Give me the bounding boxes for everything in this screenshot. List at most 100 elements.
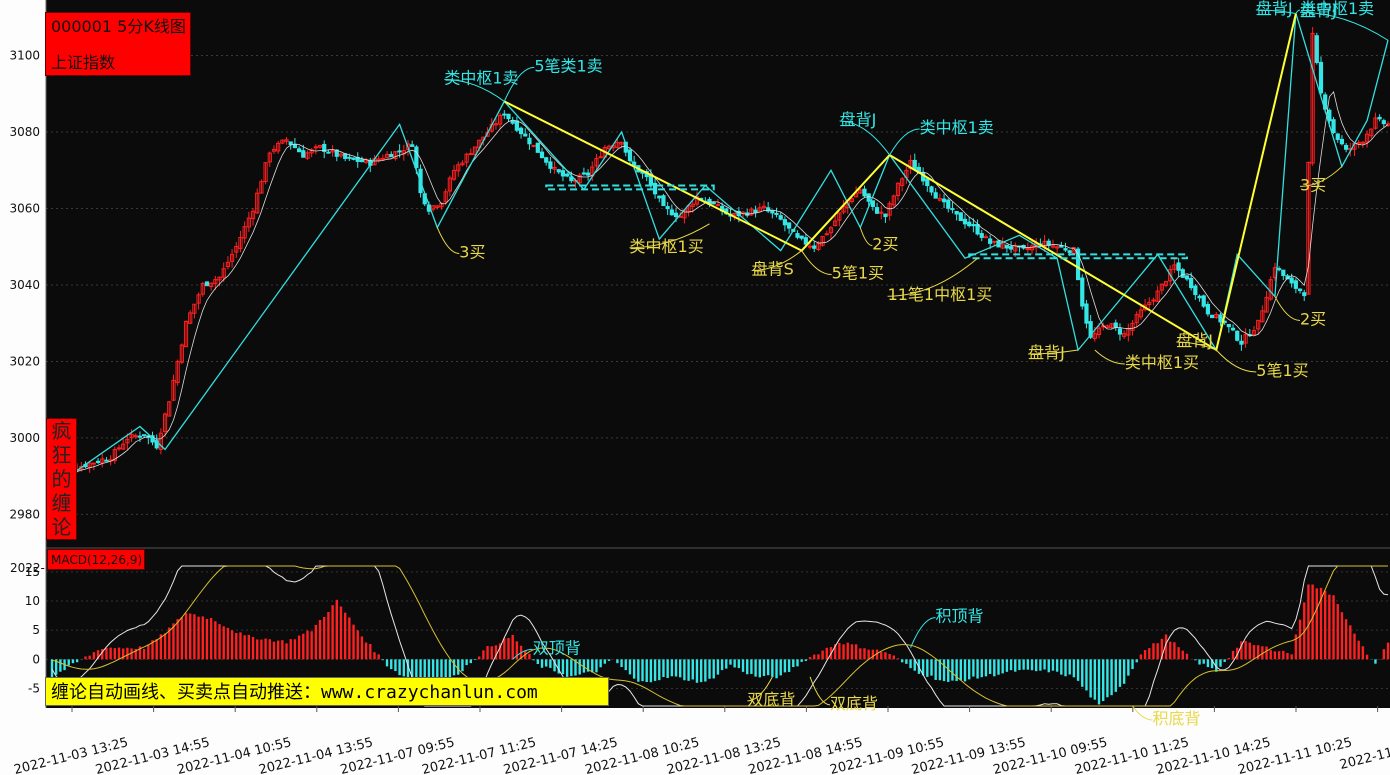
candle-body (581, 172, 586, 175)
candle-body (414, 146, 419, 169)
candle-body (200, 283, 205, 295)
candle-body (941, 198, 947, 203)
candle-body (694, 196, 700, 205)
annotation-arrow (1255, 9, 1296, 14)
signal-annotation: 11笔1中枢1买 (888, 285, 993, 304)
candle-body (858, 189, 863, 194)
brand-char: 论 (51, 515, 72, 539)
annotation-arrow (801, 250, 832, 276)
candle-body (606, 145, 612, 150)
candle-body (1147, 301, 1152, 305)
candle-body (967, 221, 972, 227)
candle-body (514, 120, 519, 131)
candle-body (1256, 319, 1261, 330)
candle-body (217, 276, 222, 281)
candle-body (879, 211, 884, 214)
candle-body (1356, 142, 1361, 145)
annotation-arrow (889, 128, 920, 156)
candle-body (347, 156, 352, 159)
candle-body (816, 243, 821, 250)
candle-body (1302, 292, 1307, 297)
candle-body (158, 432, 163, 450)
candle-body (1025, 248, 1030, 251)
candle-body (887, 203, 892, 216)
candle-body (1075, 248, 1081, 281)
candle-body (933, 192, 938, 199)
candle-body (313, 146, 318, 149)
candle-body (1000, 243, 1005, 249)
candle-body (447, 177, 452, 192)
candle-body (598, 156, 603, 159)
candle-body (1163, 281, 1169, 286)
candle-body (359, 159, 365, 163)
signal-annotation: 盘背J (1176, 331, 1213, 350)
candle-body (1080, 277, 1085, 307)
candle-body (1159, 283, 1164, 291)
candle-body (91, 462, 96, 465)
annotation-arrow (1299, 166, 1343, 187)
candle-body (451, 169, 457, 180)
candle-body (782, 219, 788, 226)
candle-body (104, 459, 109, 462)
candle-body (183, 320, 189, 348)
candle-body (862, 188, 867, 197)
candle-body (732, 212, 737, 216)
candle-body (799, 235, 804, 239)
candle-body (288, 141, 293, 146)
signal-annotation: 类中枢1买 (630, 237, 704, 256)
macd-indicator-label[interactable]: MACD(12,26,9) (47, 549, 145, 570)
annotation-arrow (859, 227, 873, 247)
candle-body (167, 401, 172, 417)
candle-body (962, 218, 968, 225)
candle-body (1176, 262, 1181, 271)
annotation-arrow (751, 250, 802, 272)
candle-body (795, 233, 800, 238)
candle-body (1377, 116, 1382, 120)
signal-annotation: 盘背J (1300, 1, 1337, 20)
candle-body (506, 113, 511, 120)
candle-body (1151, 299, 1156, 302)
candle-body (1214, 314, 1219, 319)
candle-body (410, 144, 415, 147)
signal-annotation: 5笔1买 (832, 264, 884, 283)
plot-background (46, 0, 1390, 708)
annotation-arrow (887, 257, 978, 297)
signal-annotation: 5笔1买 (1256, 361, 1308, 380)
annotation-arrow (910, 617, 936, 648)
candle-body (305, 152, 310, 159)
pivot-zone-box (968, 253, 1188, 260)
candle-body (711, 202, 716, 205)
candle-body (443, 191, 448, 203)
candle-body (577, 174, 582, 184)
candle-body (1297, 288, 1303, 292)
candle-body (929, 186, 934, 193)
candle-body (213, 279, 218, 285)
candle-body (1226, 323, 1231, 328)
candle-body (1067, 250, 1072, 254)
candle-body (296, 148, 302, 153)
candle-body (594, 158, 599, 167)
candle-body (435, 205, 440, 208)
candle-body (330, 149, 335, 153)
candle-body (137, 435, 143, 438)
candle-body (1155, 290, 1160, 302)
candle-body (129, 433, 134, 439)
candle-body (1327, 109, 1332, 122)
signal-annotation: 类中枢1买 (1125, 353, 1199, 372)
candle-body (1096, 327, 1102, 336)
signal-annotation: 2买 (1300, 309, 1326, 328)
candle-body (456, 164, 461, 172)
candle-body (1122, 333, 1127, 337)
signal-annotation: 5笔类1卖 (534, 56, 602, 75)
ma-layer (51, 91, 1389, 477)
candle-body (1172, 264, 1177, 270)
candle-body (376, 158, 381, 161)
candle-body (493, 123, 499, 126)
signal-annotation: 盘背J (1028, 343, 1065, 362)
candle-body (665, 206, 670, 210)
promo-banner[interactable]: 缠论自动画线、买卖点自动推送：www.crazychanlun.com (45, 677, 609, 706)
candle-body (539, 151, 545, 159)
brand-char: 疯 (51, 419, 72, 443)
candle-body (1184, 275, 1190, 280)
